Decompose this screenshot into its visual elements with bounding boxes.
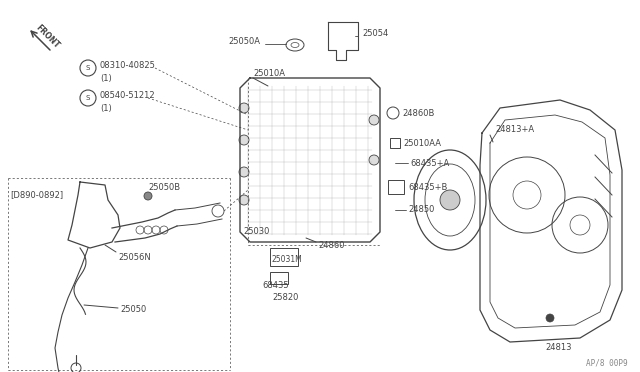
Text: 24860B: 24860B <box>402 109 435 118</box>
Text: 25050: 25050 <box>120 305 147 314</box>
Circle shape <box>239 167 249 177</box>
Circle shape <box>369 155 379 165</box>
Circle shape <box>144 192 152 200</box>
Text: 25820: 25820 <box>272 294 298 302</box>
Text: 25010A: 25010A <box>253 68 285 77</box>
Text: 24850: 24850 <box>408 205 435 215</box>
Circle shape <box>440 190 460 210</box>
Text: S: S <box>86 95 90 101</box>
Text: 68435: 68435 <box>262 280 289 289</box>
Text: (1): (1) <box>100 74 112 83</box>
Text: 08310-40825: 08310-40825 <box>100 61 156 71</box>
Text: S: S <box>86 65 90 71</box>
Text: 24813+A: 24813+A <box>495 125 534 135</box>
Text: 08540-51212: 08540-51212 <box>100 92 156 100</box>
Circle shape <box>546 314 554 322</box>
Circle shape <box>239 195 249 205</box>
Text: [D890-0892]: [D890-0892] <box>10 190 63 199</box>
Text: 24860: 24860 <box>318 241 344 250</box>
Text: FRONT: FRONT <box>33 23 61 51</box>
Text: (1): (1) <box>100 105 112 113</box>
Circle shape <box>239 103 249 113</box>
Circle shape <box>239 135 249 145</box>
Text: 25054: 25054 <box>362 29 388 38</box>
Text: 25056N: 25056N <box>118 253 151 263</box>
Text: 24813: 24813 <box>545 343 572 353</box>
Text: 68435+B: 68435+B <box>408 183 447 192</box>
Text: AP/8 00P9: AP/8 00P9 <box>586 359 628 368</box>
Text: 25031M: 25031M <box>272 256 303 264</box>
Text: 25030: 25030 <box>243 228 269 237</box>
Text: 25050A: 25050A <box>228 38 260 46</box>
Text: 25050B: 25050B <box>148 183 180 192</box>
Circle shape <box>369 115 379 125</box>
Text: 68435+A: 68435+A <box>410 158 449 167</box>
Text: 25010AA: 25010AA <box>403 138 441 148</box>
